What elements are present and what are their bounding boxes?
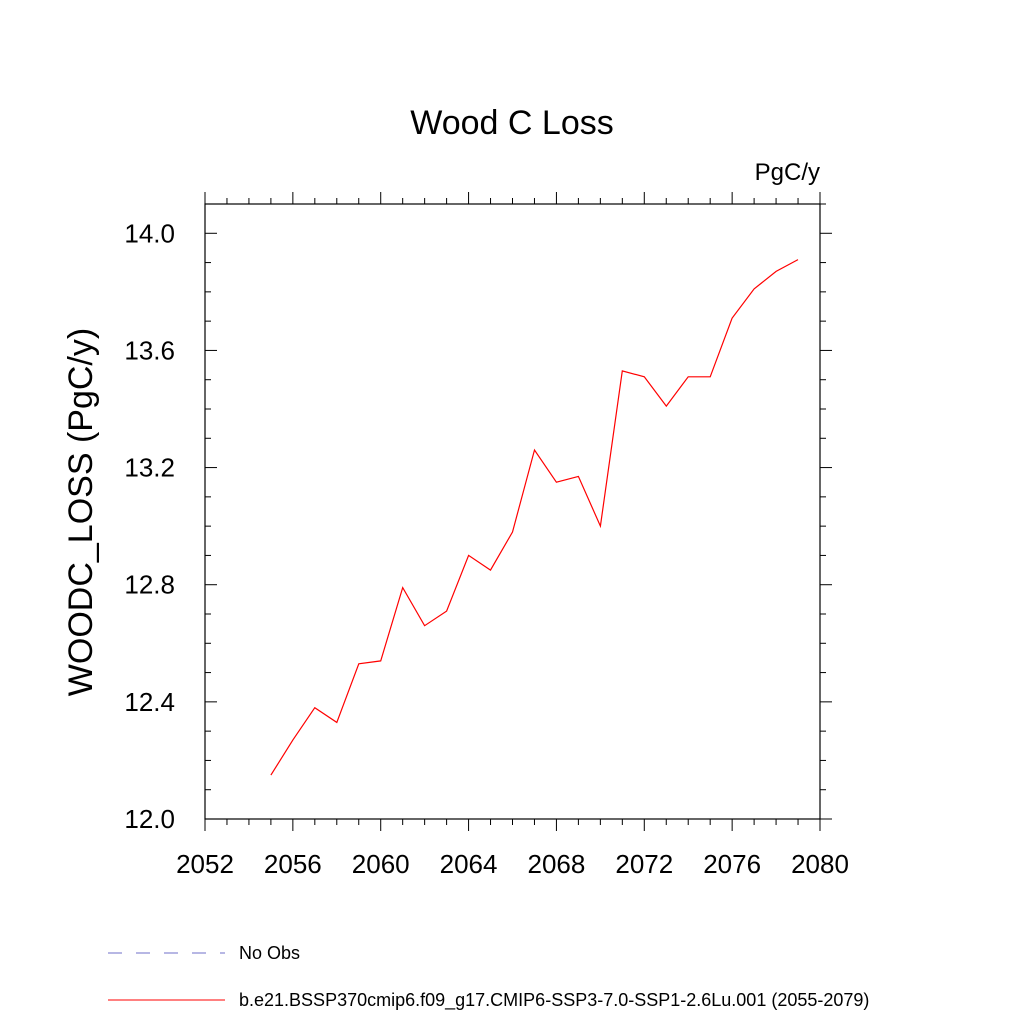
legend-label-series: b.e21.BSSP370cmip6.f09_g17.CMIP6-SSP3-7.…: [239, 990, 869, 1011]
y-tick-label: 12.0: [124, 804, 175, 834]
chart-title: Wood C Loss: [410, 104, 613, 142]
legend-label-no-obs: No Obs: [239, 943, 300, 963]
x-tick-label: 2068: [528, 849, 586, 879]
x-tick-label: 2076: [703, 849, 761, 879]
x-tick-label: 2052: [176, 849, 234, 879]
y-tick-label: 12.8: [124, 570, 175, 600]
x-tick-label: 2056: [264, 849, 322, 879]
units-label: PgC/y: [755, 159, 820, 186]
plot-frame: [204, 203, 821, 820]
y-tick-label: 13.6: [124, 335, 175, 365]
y-tick-label: 13.2: [124, 453, 175, 483]
y-axis-label: WOODC_LOSS (PgC/y): [62, 328, 100, 696]
x-tick-label: 2072: [615, 849, 673, 879]
y-tick-label: 12.4: [124, 687, 175, 717]
x-tick-label: 2080: [791, 849, 849, 879]
x-tick-label: 2060: [352, 849, 410, 879]
y-tick-label: 14.0: [124, 218, 175, 248]
x-tick-label: 2064: [440, 849, 498, 879]
series-line: [270, 259, 799, 776]
